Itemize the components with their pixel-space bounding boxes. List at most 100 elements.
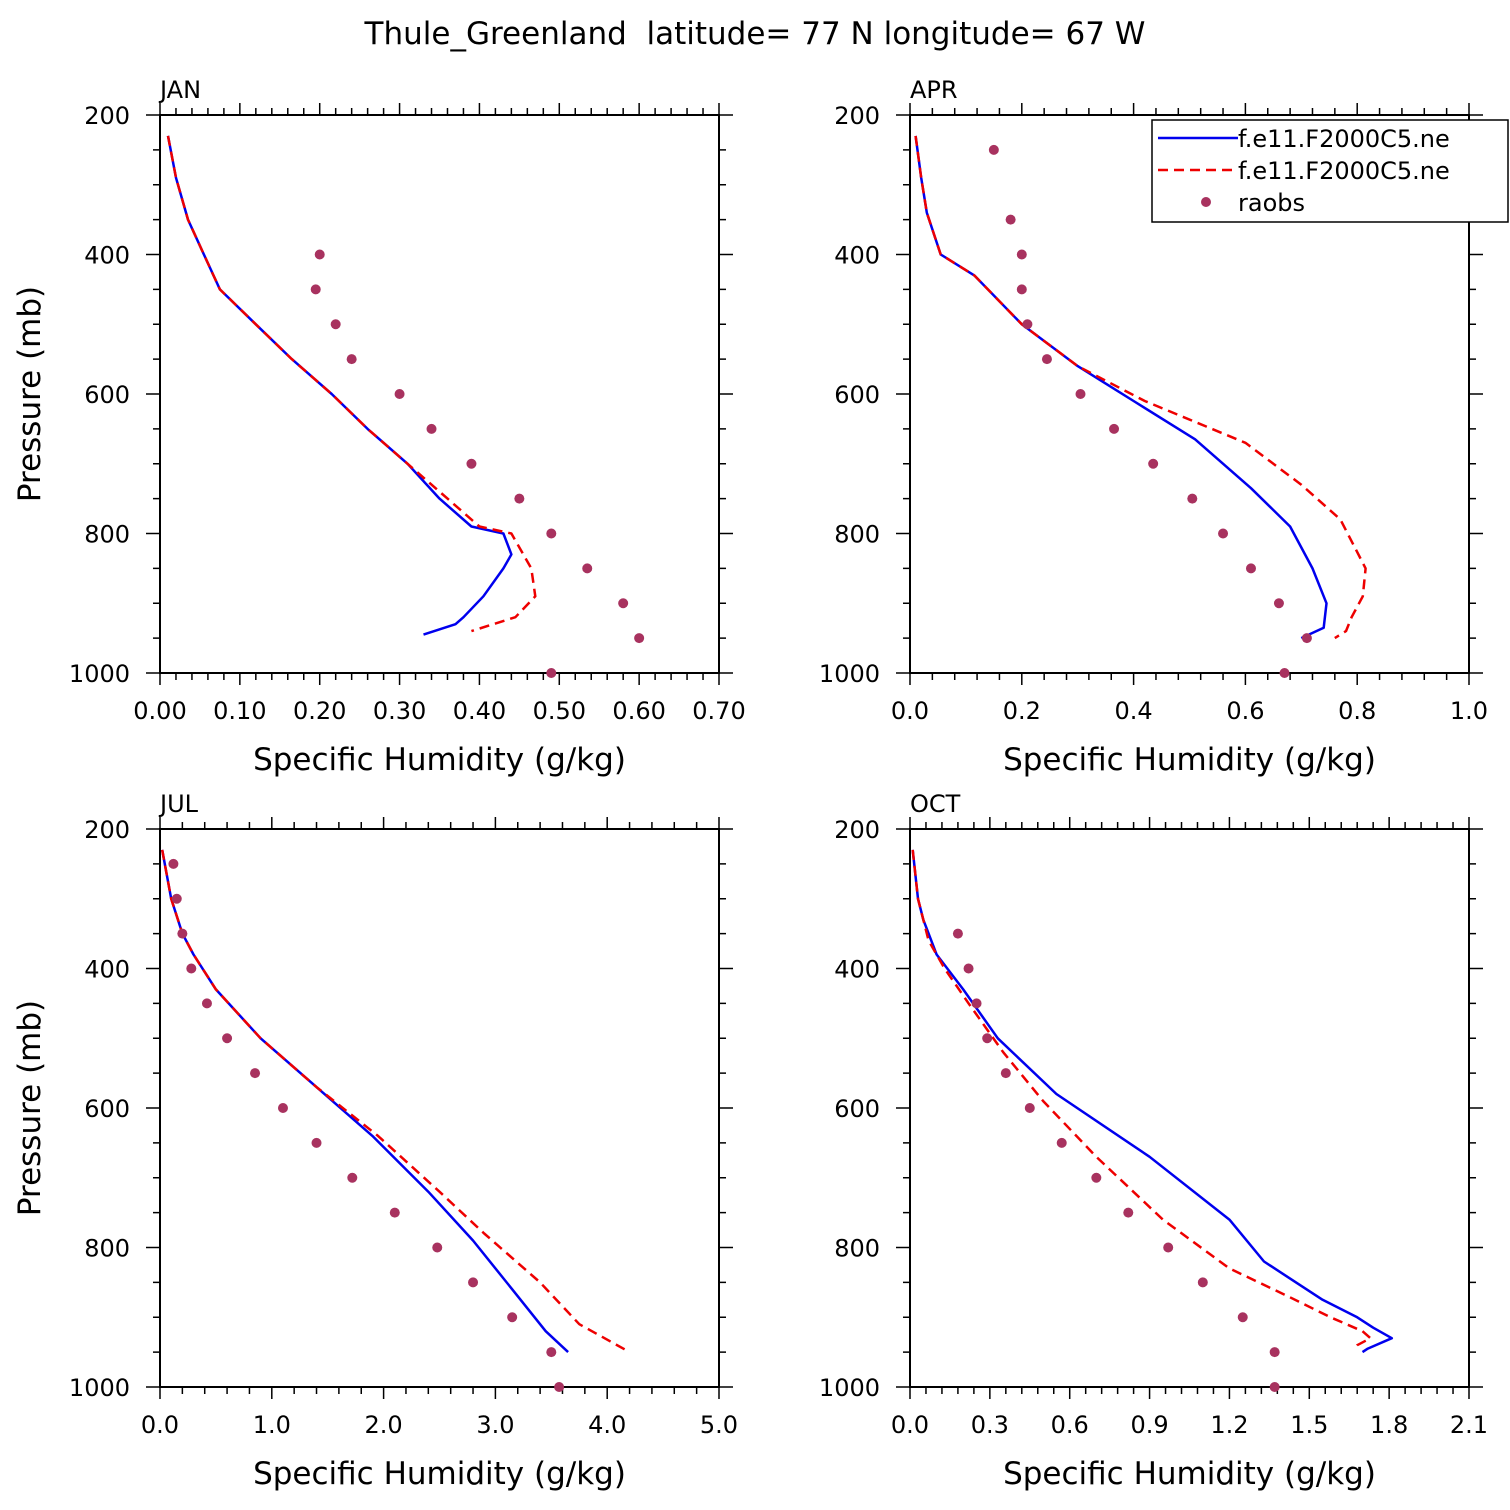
- panel-title: OCT: [910, 790, 961, 818]
- raobs-point: [546, 668, 557, 678]
- x-tick-label: 0.0: [891, 1411, 929, 1439]
- series-line-model1: [914, 135, 1328, 640]
- raobs-point: [171, 893, 182, 904]
- panel-jul: 0.0 1.0 2.0 3.0 4.0 5.0 200 400 600 800 1000 JUL Spe…: [12, 790, 738, 1492]
- raobs-point: [1269, 1382, 1280, 1392]
- raobs-point: [168, 858, 179, 869]
- x-tick-label: 0.0: [891, 697, 929, 725]
- raobs-point: [582, 563, 593, 574]
- raobs-point: [346, 354, 357, 365]
- raobs-point: [1301, 633, 1312, 644]
- legend-marker-raobs: [1201, 197, 1211, 207]
- y-tick-label: 1000: [819, 1374, 880, 1402]
- y-tick-label: 600: [84, 1095, 130, 1123]
- x-axis-label: Specific Humidity (g/kg): [1003, 1456, 1376, 1492]
- panel-oct: 0.0 0.3 0.6 0.9 1.2 1.5 1.8 2.1 200 400 600 800 1000…: [819, 790, 1488, 1492]
- y-tick-label: 800: [834, 1235, 880, 1263]
- raobs-point: [1123, 1207, 1134, 1218]
- y-axis-label: Pressure (mb): [12, 1000, 48, 1216]
- raobs-point: [1091, 1172, 1102, 1183]
- raobs-point: [988, 144, 999, 155]
- raobs-point: [1022, 319, 1033, 330]
- raobs-point: [426, 423, 437, 434]
- raobs-point: [546, 1347, 557, 1358]
- x-tick-label: 0.2: [1003, 697, 1041, 725]
- x-tick-label: 0.40: [453, 697, 506, 725]
- raobs-point: [634, 633, 645, 644]
- y-tick-label: 1000: [69, 1374, 130, 1402]
- raobs-point: [394, 389, 405, 399]
- x-tick-label: 0.6: [1226, 697, 1264, 725]
- raobs-point: [514, 493, 525, 504]
- raobs-point: [1109, 423, 1120, 434]
- raobs-point: [186, 963, 197, 974]
- x-tick-label: 1.5: [1290, 1411, 1328, 1439]
- x-tick-label: 0.60: [612, 697, 665, 725]
- y-tick-label: 600: [84, 381, 130, 409]
- raobs-point: [1000, 1068, 1011, 1079]
- raobs-point: [466, 458, 477, 469]
- x-tick-label: 0.3: [971, 1411, 1009, 1439]
- y-tick-label: 400: [834, 956, 880, 984]
- raobs-point: [1016, 249, 1027, 260]
- series-line-model2: [914, 135, 1367, 640]
- raobs-point: [389, 1207, 400, 1218]
- x-tick-label: 5.0: [700, 1411, 738, 1439]
- y-tick-label: 200: [834, 816, 880, 844]
- series-line-model2: [911, 849, 1372, 1350]
- x-tick-label: 2.1: [1450, 1411, 1488, 1439]
- panels: 0.00 0.10 0.20 0.30 0.40 0.50 0.60 0.70 200 400 60…: [12, 76, 1488, 1492]
- raobs-point: [1279, 668, 1290, 678]
- plot-frame: [909, 828, 1470, 1388]
- raobs-point: [311, 1137, 322, 1148]
- raobs-point: [222, 1033, 233, 1044]
- panel-jan: 0.00 0.10 0.20 0.30 0.40 0.50 0.60 0.70 200 400 60…: [12, 76, 746, 778]
- x-tick-label: 1.0: [1450, 697, 1488, 725]
- y-tick-label: 400: [84, 242, 130, 270]
- y-tick-label: 1000: [69, 660, 130, 688]
- raobs-point: [1245, 563, 1256, 574]
- raobs-point: [347, 1172, 358, 1183]
- raobs-point: [1005, 214, 1016, 225]
- x-tick-label: 0.10: [213, 697, 266, 725]
- legend-label-raobs: raobs: [1238, 189, 1305, 217]
- raobs-point: [1218, 528, 1229, 539]
- plot-frame: [159, 828, 720, 1388]
- x-axis-label: Specific Humidity (g/kg): [253, 1456, 626, 1492]
- raobs-point: [432, 1242, 443, 1253]
- raobs-point: [468, 1277, 479, 1288]
- raobs-point: [554, 1382, 565, 1392]
- y-tick-label: 1000: [819, 660, 880, 688]
- legend: f.e11.F2000C5.ne f.e11.F2000C5.ne raobs: [1151, 119, 1509, 223]
- x-tick-label: 0.30: [373, 697, 426, 725]
- x-tick-label: 0.50: [533, 697, 586, 725]
- y-tick-label: 400: [834, 242, 880, 270]
- raobs-point: [1075, 389, 1086, 399]
- y-tick-label: 200: [84, 102, 130, 130]
- x-tick-label: 4.0: [588, 1411, 626, 1439]
- y-tick-label: 200: [834, 102, 880, 130]
- x-tick-label: 0.20: [293, 697, 346, 725]
- x-tick-label: 0.8: [1338, 697, 1376, 725]
- x-tick-label: 0.9: [1130, 1411, 1168, 1439]
- plot-frame: [159, 114, 720, 674]
- raobs-point: [314, 249, 325, 260]
- raobs-point: [952, 928, 963, 939]
- y-tick-label: 400: [84, 956, 130, 984]
- series-line-model1: [166, 135, 513, 636]
- x-tick-label: 1.2: [1210, 1411, 1248, 1439]
- raobs-point: [971, 998, 982, 1009]
- raobs-point: [1041, 354, 1052, 365]
- panel-title: JAN: [158, 76, 201, 104]
- panel-title: APR: [910, 76, 958, 104]
- panel-apr: 0.0 0.2 0.4 0.6 0.8 1.0 200 400 600 800 1000 APR Spe…: [819, 76, 1488, 778]
- legend-label-model2: f.e11.F2000C5.ne: [1238, 157, 1450, 185]
- series-line-model1: [160, 849, 569, 1354]
- x-tick-label: 2.0: [365, 1411, 403, 1439]
- raobs-point: [177, 928, 188, 939]
- raobs-point: [1187, 493, 1198, 504]
- x-tick-label: 0.6: [1051, 1411, 1089, 1439]
- raobs-point: [250, 1068, 261, 1079]
- raobs-point: [277, 1103, 288, 1113]
